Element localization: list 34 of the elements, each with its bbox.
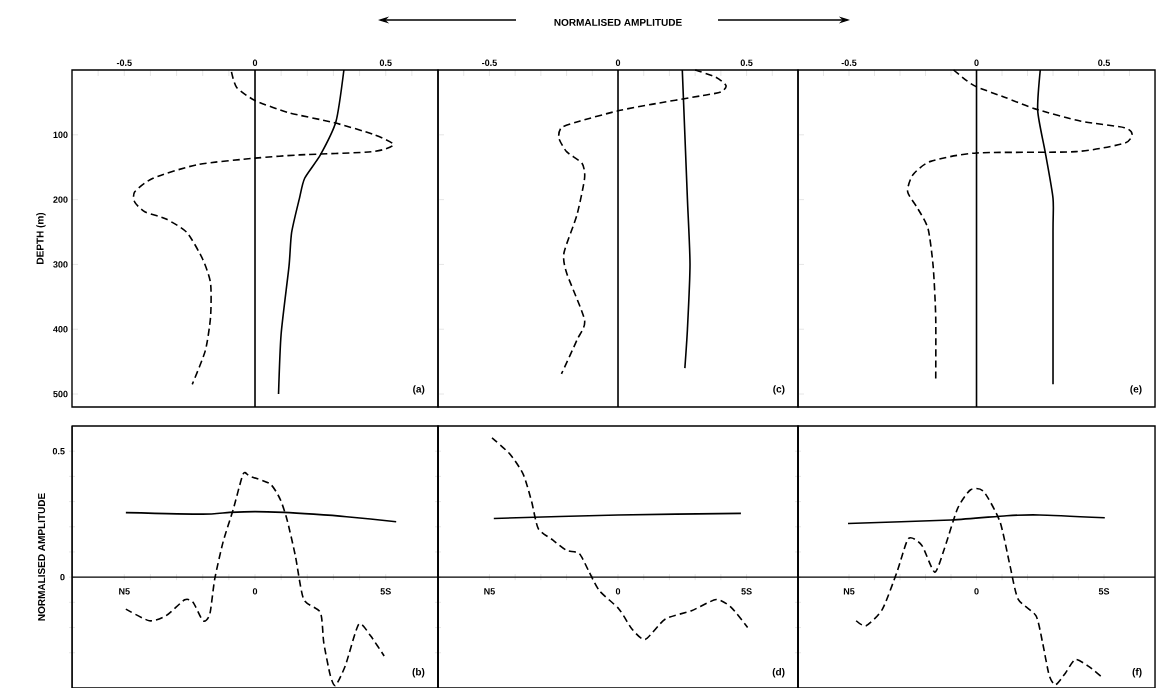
x-tick-label: -0.5 <box>482 59 497 66</box>
x-tick-label: 0 <box>974 59 979 66</box>
x-tick-label: 0 <box>252 59 258 66</box>
x-tick-label: 0.5 <box>379 59 392 66</box>
y-tick-label: 0.5 <box>52 448 65 455</box>
annotation: (f) <box>1132 668 1142 678</box>
x-tick-label: 5S <box>1098 588 1110 595</box>
annotation: (b) <box>412 668 425 678</box>
x-axis-title: NORMALISED AMPLITUDE <box>554 18 682 26</box>
x-tick-label: -0.5 <box>841 59 857 66</box>
x-tick-label: 0 <box>974 588 979 595</box>
y-tick-label: 300 <box>53 261 68 268</box>
annotation: (d) <box>772 668 785 678</box>
x-tick-label: -0.5 <box>116 59 132 66</box>
y-axis-title: DEPTH (m) <box>36 212 46 264</box>
x-tick-label: 0 <box>252 588 258 595</box>
y-tick-label: 100 <box>53 131 68 138</box>
x-tick-label: 0.5 <box>1098 59 1111 66</box>
annotation: (c) <box>773 385 785 395</box>
x-tick-label: 0.5 <box>740 59 753 66</box>
y-tick-label: 500 <box>53 390 68 398</box>
x-tick-label: 0 <box>615 59 621 66</box>
annotation: (e) <box>1130 385 1142 395</box>
y-tick-label: 0 <box>60 573 65 581</box>
y-tick-label: 200 <box>53 196 68 203</box>
x-tick-label: 5S <box>380 588 391 595</box>
x-tick-label: N5 <box>843 588 855 595</box>
x-tick-label: N5 <box>484 588 495 595</box>
y-tick-label: 400 <box>53 326 68 333</box>
x-tick-label: N5 <box>119 588 130 595</box>
x-tick-label: 5S <box>741 588 752 595</box>
x-tick-label: 0 <box>615 588 621 595</box>
annotation: (a) <box>413 385 425 395</box>
y-axis-title: NORMALISED AMPLITUDE <box>38 493 46 621</box>
